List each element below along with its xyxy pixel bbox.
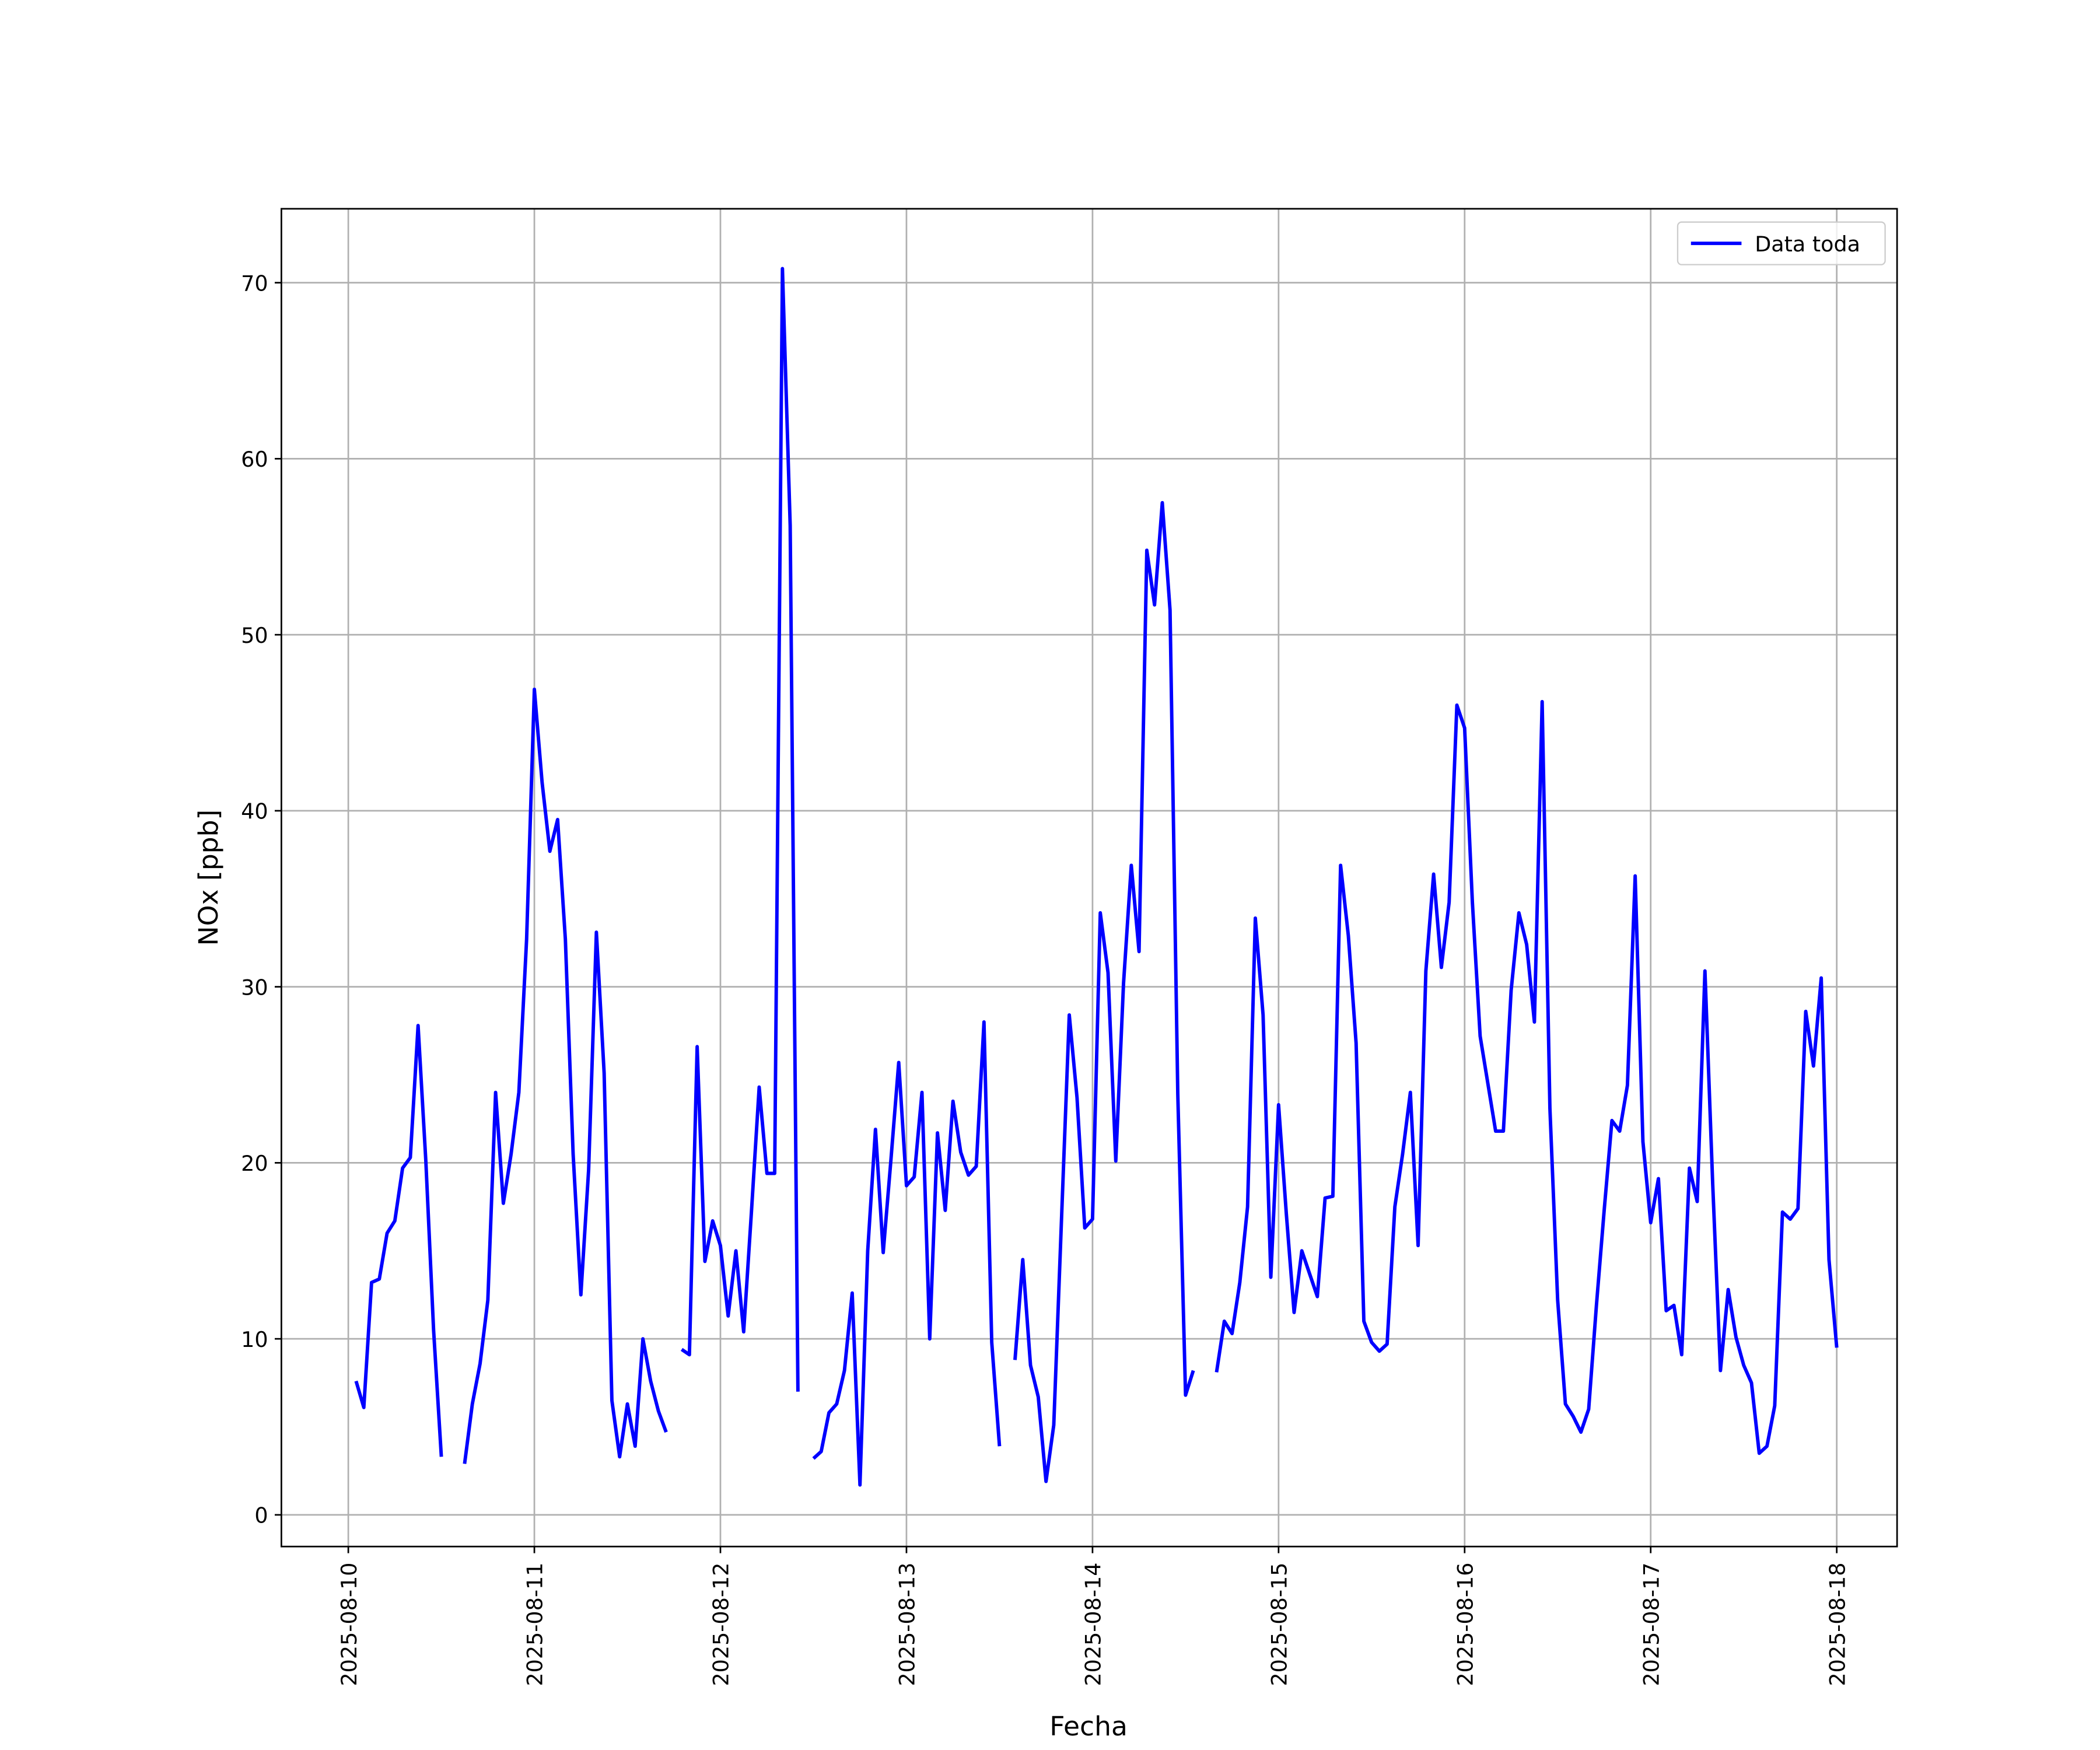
x-tick-label: 2025-08-17	[1639, 1563, 1664, 1686]
ticks: 0 10 20 30 40 50 60 70 2025-08-10 2025-08-11 2025-…	[241, 271, 1850, 1686]
y-tick-label: 30	[241, 975, 268, 1000]
legend: Data toda	[1676, 221, 1886, 265]
y-tick-label: 20	[241, 1151, 268, 1176]
y-tick-label: 10	[241, 1327, 268, 1352]
grid	[281, 208, 1898, 1547]
legend-label: Data toda	[1755, 232, 1860, 257]
axes-frame	[281, 208, 1898, 1548]
y-tick-label: 50	[241, 623, 268, 648]
x-tick-label: 2025-08-12	[709, 1563, 734, 1686]
x-tick-label: 2025-08-10	[337, 1563, 362, 1686]
x-tick-label: 2025-08-11	[523, 1563, 548, 1686]
x-tick-label: 2025-08-18	[1825, 1563, 1850, 1686]
legend-box	[1676, 221, 1886, 265]
data-line	[354, 267, 1839, 1487]
y-tick-label: 40	[241, 799, 268, 824]
y-tick-label: 70	[241, 271, 268, 296]
y-tick-label: 0	[254, 1503, 268, 1528]
plot-area	[354, 267, 1839, 1487]
x-axis-label: Fecha	[1049, 1711, 1128, 1742]
x-tick-label: 2025-08-16	[1452, 1563, 1478, 1686]
y-axis-label: NOx [ppb]	[193, 810, 224, 946]
y-tick-label: 60	[241, 447, 268, 472]
x-tick-label: 2025-08-14	[1081, 1563, 1106, 1686]
x-tick-label: 2025-08-13	[895, 1563, 920, 1686]
x-tick-label: 2025-08-15	[1267, 1563, 1292, 1686]
